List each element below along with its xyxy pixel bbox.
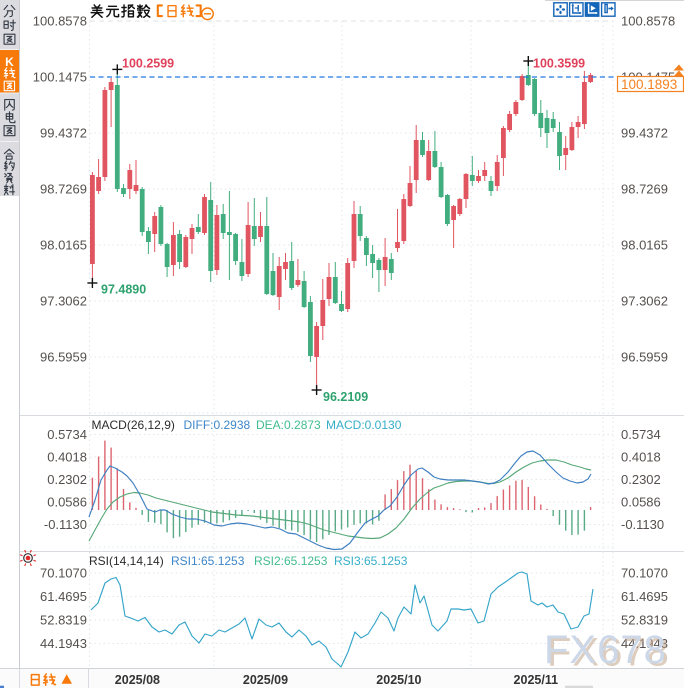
svg-text:70.1070: 70.1070 <box>40 566 87 581</box>
svg-text:97.4890: 97.4890 <box>101 283 146 297</box>
svg-text:2025/09: 2025/09 <box>243 673 288 687</box>
svg-text:DIFF:0.2938: DIFF:0.2938 <box>184 418 251 432</box>
svg-text:-0.1130: -0.1130 <box>621 517 664 532</box>
svg-text:0.4018: 0.4018 <box>47 450 87 465</box>
svg-text:K: K <box>5 55 14 69</box>
svg-text:100.2599: 100.2599 <box>122 57 174 71</box>
svg-text:0.5734: 0.5734 <box>47 427 87 442</box>
svg-text:52.8319: 52.8319 <box>40 613 87 628</box>
svg-text:MACD(26,12,9): MACD(26,12,9) <box>92 418 175 432</box>
svg-text:-0.1130: -0.1130 <box>44 517 87 532</box>
svg-text:61.4695: 61.4695 <box>40 589 87 604</box>
svg-text:52.8319: 52.8319 <box>621 613 668 628</box>
svg-text:DEA:0.2873: DEA:0.2873 <box>256 418 321 432</box>
svg-text:100.8578: 100.8578 <box>33 14 87 29</box>
svg-text:0.4018: 0.4018 <box>621 450 661 465</box>
svg-text:98.0165: 98.0165 <box>621 238 668 253</box>
svg-text:96.5959: 96.5959 <box>40 350 87 365</box>
svg-text:99.4372: 99.4372 <box>40 126 87 141</box>
svg-text:0.0586: 0.0586 <box>621 495 661 510</box>
svg-text:98.7269: 98.7269 <box>40 182 87 197</box>
svg-text:RSI(14,14,14): RSI(14,14,14) <box>89 554 164 568</box>
svg-text:0.0586: 0.0586 <box>47 495 87 510</box>
svg-text:2025/10: 2025/10 <box>376 673 421 687</box>
svg-text:44.1943: 44.1943 <box>40 636 87 651</box>
svg-text:100.1475: 100.1475 <box>33 70 87 85</box>
svg-text:98.0165: 98.0165 <box>40 238 87 253</box>
svg-text:100.8578: 100.8578 <box>621 14 675 29</box>
svg-text:RSI1:65.1253: RSI1:65.1253 <box>171 554 245 568</box>
svg-text:97.3062: 97.3062 <box>621 294 668 309</box>
svg-text:0.2302: 0.2302 <box>621 472 661 487</box>
svg-text:100.3599: 100.3599 <box>533 57 585 71</box>
svg-text:2025/11: 2025/11 <box>514 673 559 687</box>
svg-text:FX678: FX678 <box>544 628 667 672</box>
svg-text:98.7269: 98.7269 <box>621 182 668 197</box>
svg-text:0.2302: 0.2302 <box>47 472 87 487</box>
svg-text:97.3062: 97.3062 <box>40 294 87 309</box>
svg-text:RSI3:65.1253: RSI3:65.1253 <box>334 554 408 568</box>
svg-text:100.1893: 100.1893 <box>621 77 677 92</box>
svg-text:MACD:0.0130: MACD:0.0130 <box>326 418 402 432</box>
svg-text:2025/08: 2025/08 <box>115 673 160 687</box>
svg-text:96.2109: 96.2109 <box>323 390 368 404</box>
svg-text:70.1070: 70.1070 <box>621 566 668 581</box>
svg-text:96.5959: 96.5959 <box>621 350 668 365</box>
svg-text:99.4372: 99.4372 <box>621 126 668 141</box>
svg-text:RSI2:65.1253: RSI2:65.1253 <box>254 554 328 568</box>
svg-text:0.5734: 0.5734 <box>621 427 661 442</box>
svg-text:61.4695: 61.4695 <box>621 589 668 604</box>
